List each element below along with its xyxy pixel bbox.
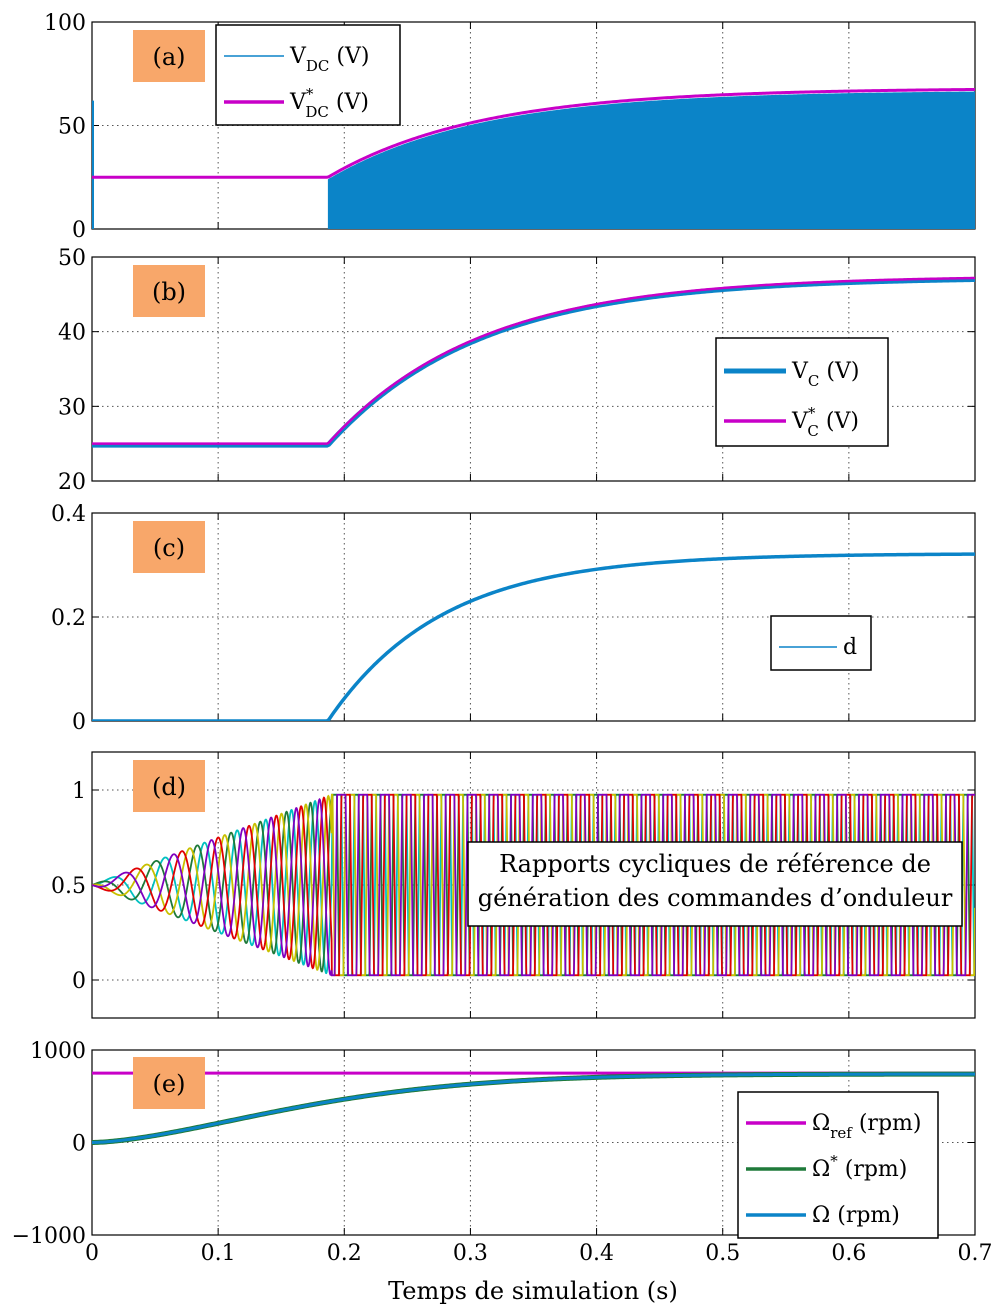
x-tick-label: 0.5 [705, 1241, 740, 1266]
legend-label: V* C (V) [791, 404, 859, 440]
y-tick-label: 0.4 [51, 502, 86, 527]
panel-c: 0 0.2 0.4 (c) d [51, 502, 976, 735]
legend-label: Ω* (rpm) [812, 1152, 907, 1182]
x-tick-label: 0.3 [453, 1241, 488, 1266]
series-vdc-switching [327, 91, 975, 229]
legend-label: d [843, 635, 857, 660]
x-tick-label: 0.4 [579, 1241, 614, 1266]
panel-tag: (b) [152, 278, 186, 306]
panel-tag-bg [133, 760, 205, 812]
y-tick-label: 40 [58, 321, 86, 346]
panel-a: 0 50 100 (a) VDC (V) V* DC (V) [44, 11, 976, 243]
legend-label: Ωref (rpm) [812, 1111, 921, 1142]
y-tick-label: 20 [58, 470, 86, 495]
legend-box [770, 615, 872, 671]
panel-tag: (d) [152, 773, 186, 801]
panel-d: 0 0.5 1 (d) Rapports cycliques de référence … [51, 751, 976, 1019]
panel-tag: (c) [153, 534, 185, 562]
panel-tag-bg [133, 1057, 205, 1109]
series-d [92, 552, 975, 721]
series-duty-4 [92, 793, 975, 977]
y-tick-label: −1000 [12, 1224, 86, 1249]
y-tick-label: 0 [72, 710, 86, 735]
panel-tag: (e) [153, 1070, 186, 1098]
x-tick-label: 0.7 [958, 1241, 992, 1266]
y-tick-label: 50 [58, 246, 86, 271]
y-tick-label: 0 [72, 1132, 86, 1157]
y-tick-label: 0.2 [51, 606, 86, 631]
legend-label: Ω (rpm) [812, 1203, 900, 1228]
x-tick-label: 0.2 [327, 1241, 362, 1266]
y-tick-label: 1 [72, 779, 86, 804]
annotation-box [467, 841, 963, 927]
legend-box [215, 24, 401, 126]
series-group [92, 1071, 975, 1145]
y-tick-label: 0 [72, 969, 86, 994]
y-tick-label: 50 [58, 115, 86, 140]
panel-tag-bg [133, 265, 205, 317]
x-tick-label: 0.1 [201, 1241, 236, 1266]
panel-tag: (a) [152, 43, 185, 71]
series-omega [92, 1072, 975, 1144]
panel-tag-bg [133, 521, 205, 573]
y-tick-label: 30 [58, 395, 86, 420]
series-group [92, 276, 975, 448]
annotation-text: Rapports cycliques de référence de [499, 850, 931, 878]
y-tick-label: 1000 [30, 1039, 86, 1064]
series-vdc-ref [92, 87, 975, 179]
legend-label: VC (V) [791, 359, 859, 390]
y-tick-label: 0.5 [51, 874, 86, 899]
y-tick-label: 0 [72, 218, 86, 243]
legend-box [715, 337, 889, 447]
legend-label: V* DC (V) [289, 85, 369, 121]
panel-tag-bg [133, 30, 205, 82]
annotation-text: génération des commandes d’onduleur [478, 884, 953, 912]
series-duty-5 [92, 793, 975, 977]
series-vc [92, 277, 975, 448]
series-vc-ref [92, 276, 975, 445]
x-tick-label: 0 [85, 1241, 99, 1266]
x-axis-label: Temps de simulation (s) [388, 1277, 678, 1305]
series-group [92, 552, 975, 721]
y-tick-label: 100 [44, 11, 86, 36]
x-tick-label: 0.6 [831, 1241, 866, 1266]
series-group [92, 87, 975, 229]
panel-b: 20 30 40 50 (b) VC (V) V* C (V) [58, 246, 976, 495]
legend-label: VDC (V) [289, 44, 369, 75]
